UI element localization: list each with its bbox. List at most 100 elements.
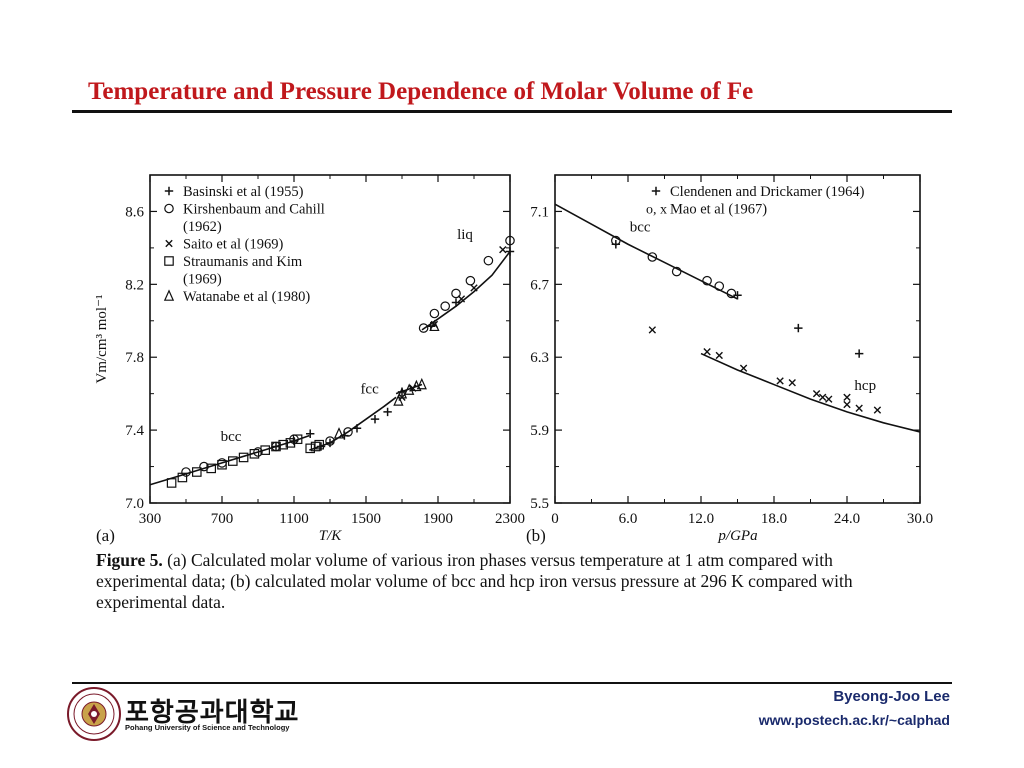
legend-marker [164,186,174,196]
y-tick-label: 7.1 [530,204,549,220]
footer-rule [72,682,952,684]
x-axis-label: p/GPa [717,528,757,544]
y-tick-label: 5.5 [530,496,549,512]
legend-marker [164,256,174,266]
data-point-square [278,439,288,450]
x-tick-label: 18.0 [761,511,787,527]
x-tick-label: 700 [211,511,234,527]
y-tick-label: 8.6 [125,204,144,220]
data-point-x [470,284,478,292]
data-point-circle [440,301,450,311]
y-tick-label: 7.4 [125,423,144,439]
caption-label: Figure 5. [96,550,163,570]
data-point-circle [217,458,227,468]
y-tick-label: 8.2 [125,277,144,293]
slide-title: Temperature and Pressure Dependence of M… [88,78,754,105]
data-point-circle [702,275,712,286]
x-tick-label: 0 [551,511,559,527]
y-tick-label: 7.8 [125,350,144,366]
legend-entry: (1962) [183,219,222,235]
author-url[interactable]: www.postech.ac.kr/~calphad [758,712,950,728]
panel-a-chart: 300 700 1100 1500 1900 2300 7.0 7.4 7.8 8.2 8.6 T/K… [94,174,525,544]
data-point-x [648,326,657,334]
data-point-square [314,439,324,450]
university-seal-icon [67,687,121,741]
data-point-x [818,393,827,402]
data-point-x [843,400,851,409]
data-point-square [238,452,249,463]
data-point-x [739,364,748,372]
data-point-square [228,456,238,466]
data-point-plus [794,323,803,333]
x-tick-label: 300 [139,511,162,527]
data-point-x [457,295,466,303]
legend-entry: Watanabe et al (1980) [183,289,310,305]
x-tick-label: 6.0 [619,511,638,527]
data-point-x [715,351,723,360]
legend-entry: Saito et al (1969) [183,237,283,253]
legend-marker [651,186,661,196]
data-point-plus [289,436,299,446]
legend-entry: Clendenen and Drickamer (1964) [670,184,865,200]
curve-fcc [309,396,397,451]
legend-marker [164,203,174,214]
y-tick-label: 6.7 [530,277,549,293]
data-point-plus [854,349,864,358]
data-point-plus [451,298,461,307]
phase-label: bcc [221,429,242,445]
phase-label: liq [457,227,473,243]
data-point-square [206,463,216,474]
curve-bcc--delta- [395,383,423,395]
x-tick-label: 1900 [423,511,453,527]
data-point-circle [429,308,440,319]
x-tick-label: 30.0 [907,511,933,527]
data-point-circle [253,447,263,457]
data-point-x [825,395,833,403]
data-point-triangle [404,383,415,395]
curve-liq [421,251,511,331]
phase-label: bcc [630,219,651,235]
legend-entry: Mao et al (1967) [670,202,767,218]
x-axis-label: T/K [319,528,343,544]
legend-marker [165,239,173,248]
panel-b-label: (b) [526,526,546,545]
data-point-x [499,246,507,254]
phase-label: hcp [854,378,876,394]
data-point-x [788,379,796,387]
data-point-square [192,467,202,477]
x-tick-label: 12.0 [688,511,714,527]
data-point-circle [418,323,429,333]
figure-caption: Figure 5. (a) Calculated molar volume of… [96,550,926,613]
data-point-x [703,348,711,356]
data-point-plus [325,438,335,448]
data-point-circle [451,288,461,299]
legend-entry: Kirshenbaum and Cahill [183,202,325,218]
y-tick-label: 7.0 [125,496,144,512]
legend-entry: (1969) [183,272,222,288]
data-point-x [776,377,784,385]
data-point-x [873,406,882,414]
data-point-plus [733,291,742,300]
plot-frame [554,174,921,504]
data-point-circle [647,252,658,262]
curve-bcc [554,203,738,300]
data-point-x [843,393,851,402]
data-point-circle [465,275,476,286]
curve-hcp [700,352,921,433]
data-point-plus [306,429,315,438]
data-point-plus [271,442,281,451]
data-point-plus [352,424,362,433]
data-point-circle [181,467,191,477]
data-point-circle [714,281,725,291]
data-point-triangle [416,377,427,390]
panel-a-label: (a) [96,526,115,545]
data-point-plus [505,247,515,256]
data-point-circle [505,235,515,246]
x-tick-label: 2300 [495,511,525,527]
y-tick-label: 5.9 [530,423,549,439]
university-name-korean: 포항공과대학교 [125,698,300,728]
phase-label: fcc [360,382,379,398]
data-point-x [812,389,821,398]
data-point-circle [671,266,682,277]
